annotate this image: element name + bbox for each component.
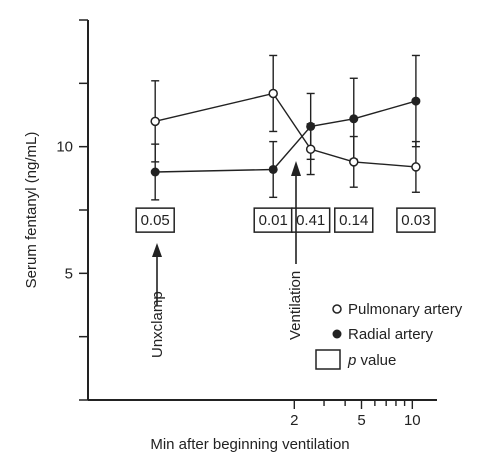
p-value-label: 0.05 [141,212,170,229]
p-value-label: 0.14 [339,212,368,229]
pulmonary-point [268,88,278,99]
p-value-label: 0.03 [401,212,430,229]
pulmonary-point [305,144,316,154]
p-value-box [290,207,331,233]
x-tick-label: 5 [357,412,365,429]
pulmonary-point [349,157,359,167]
ventilation-label: Ventilation [287,271,304,340]
unxclamp-arrowhead [152,243,162,257]
y-axis-title: Serum fentanyl (ng/mL) [23,132,40,289]
pulmonary-point [150,116,160,127]
p-value-box [334,207,374,233]
legend-pvalue-label: p value [347,352,396,369]
radial-point [150,167,160,177]
p-value-box [396,207,436,233]
p-value-box [253,207,293,233]
x-tick-label: 2 [290,412,298,429]
radial-point [306,121,316,131]
radial-point [349,114,359,124]
legend: Pulmonary artery Radial artery p value [315,301,463,370]
ventilation-arrowhead [291,161,301,176]
legend-radial-marker [332,329,342,339]
p-value-box [135,207,175,233]
radial-point [411,96,421,106]
legend-pulmonary-marker [332,304,342,314]
x-axis-title: Min after beginning ventilation [150,436,349,453]
y-tick-label: 10 [56,139,73,156]
p-value-label: 0.41 [296,212,325,229]
pulmonary-point [411,162,421,172]
y-tick-label: 5 [65,265,73,282]
x-tick-label: 10 [404,412,421,429]
legend-pvalue-box [315,349,341,370]
p-value-label: 0.01 [259,212,288,229]
radial-point [268,164,278,174]
unxclamp-label: Unxclamp [149,291,166,358]
legend-pulmonary-label: Pulmonary artery [348,301,463,318]
legend-radial-label: Radial artery [348,326,434,343]
